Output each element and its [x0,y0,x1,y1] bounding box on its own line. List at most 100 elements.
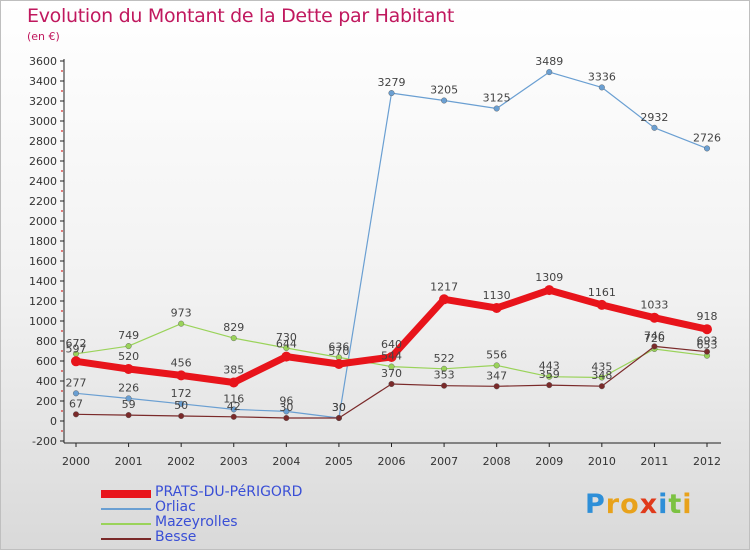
x-tick-label: 2000 [62,455,90,468]
logo-letter: i [682,489,693,520]
data-label: 3205 [430,84,458,97]
data-label: 1130 [483,289,511,302]
data-point [546,373,553,380]
data-point [71,356,81,367]
legend-swatch-prats [101,490,151,498]
data-label: 42 [227,400,241,413]
y-minor-tick [61,290,63,292]
data-point [439,294,450,305]
data-label: 30 [279,401,293,414]
data-point [335,415,342,422]
data-label: 544 [381,350,402,363]
data-point [546,382,553,389]
y-minor-tick [61,310,63,312]
data-point [125,412,132,419]
data-point [125,343,132,350]
data-label: 226 [118,381,139,394]
data-point [281,351,292,362]
y-tick-label: 1600 [29,255,57,268]
data-label: 520 [118,350,139,363]
data-label: 1217 [430,280,458,293]
y-minor-tick [61,190,63,192]
x-tick-label: 2010 [588,455,616,468]
data-point [493,362,500,369]
data-label: 3336 [588,70,616,83]
logo-letter: P [585,489,606,520]
y-tick-label: 2600 [29,155,57,168]
y-tick-label: 400 [36,375,57,388]
data-label: 693 [697,335,718,348]
data-label: 570 [328,345,349,358]
data-point [441,365,448,372]
data-point [333,359,344,369]
x-tick-label: 2002 [167,455,195,468]
data-point [491,303,502,313]
logo-letter: x [639,489,659,520]
data-label: 644 [276,338,297,351]
y-minor-tick [61,110,63,112]
y-tick-label: 200 [36,395,57,408]
y-minor-tick [61,350,63,352]
y-tick-label: 3200 [29,95,57,108]
y-tick-label: 0 [50,415,57,428]
y-tick-label: 1400 [29,275,57,288]
y-minor-tick [61,150,63,152]
legend-swatch-mazeyrolles [101,523,151,525]
x-tick-label: 2003 [220,455,248,468]
data-label: 3279 [378,76,406,89]
legend-swatch-orliac [101,508,151,510]
x-tick-label: 2004 [272,455,300,468]
data-point [493,383,500,390]
legend-label-prats: PRATS-DU-PéRIGORD [155,484,303,500]
data-label: 67 [69,397,83,410]
data-label: 347 [486,369,507,382]
data-point [651,343,658,350]
x-tick-label: 2012 [693,455,721,468]
data-point [178,400,185,407]
data-label: 597 [66,342,87,355]
data-label: 2932 [640,111,668,124]
y-tick-label: 3600 [29,55,57,68]
data-point [230,413,237,420]
y-minor-tick [61,390,63,392]
data-point [544,285,555,296]
data-label: 672 [66,337,87,350]
x-tick-label: 2011 [640,455,668,468]
data-point [230,335,237,342]
y-minor-tick [61,230,63,232]
y-tick-label: 1200 [29,295,57,308]
y-tick-label: 800 [36,335,57,348]
data-label: 720 [644,332,665,345]
data-point [178,320,185,327]
data-label: 1161 [588,286,616,299]
y-minor-tick [61,330,63,332]
data-label: 918 [697,310,718,323]
legend-label-orliac: Orliac [155,499,196,515]
y-tick-label: 3000 [29,115,57,128]
y-tick-label: 1000 [29,315,57,328]
y-minor-tick [61,90,63,92]
data-label: 1033 [640,299,668,312]
y-minor-tick [61,410,63,412]
data-point [123,364,134,374]
data-label: 348 [591,369,612,382]
data-label: 636 [328,340,349,353]
data-label: 973 [171,307,192,320]
data-labels: 277 226 172 116 9630327932053125348933362932… [66,55,722,414]
data-point [72,411,79,418]
y-minor-tick [61,130,63,132]
data-label: 829 [223,321,244,334]
y-tick-label: 2200 [29,195,57,208]
data-label: 385 [223,364,244,377]
data-label: 443 [539,360,560,373]
data-point [283,415,290,422]
data-point [702,324,712,335]
proxiti-logo: Proxiti [585,489,693,520]
data-point [596,299,607,310]
y-minor-tick [61,270,63,272]
x-tick-label: 2005 [325,455,353,468]
x-tick-label: 2007 [430,455,458,468]
data-label: 556 [486,348,507,361]
y-minor-tick [61,70,63,72]
